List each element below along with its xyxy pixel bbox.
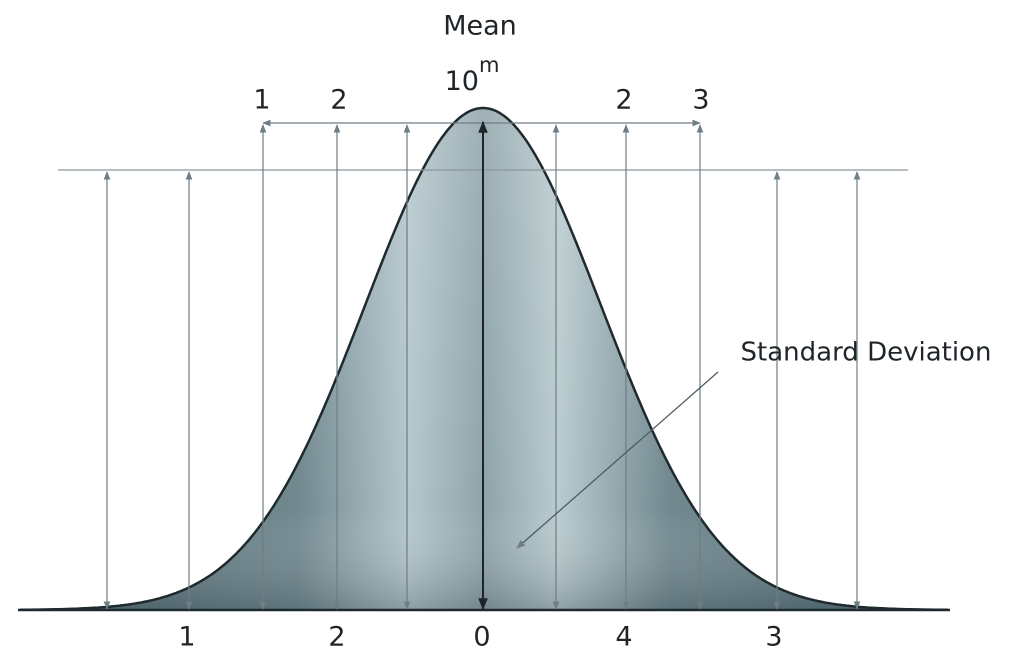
- mean-value: 10m: [445, 53, 500, 97]
- mean-title: Mean: [443, 11, 517, 42]
- bottom-label: 1: [178, 622, 195, 653]
- mean-exponent: m: [479, 53, 499, 77]
- bottom-label: 2: [328, 622, 345, 653]
- top-label: 3: [692, 85, 709, 116]
- bottom-label: 0: [473, 622, 490, 653]
- top-label: 2: [615, 85, 632, 116]
- curve-outline: [20, 106, 948, 612]
- guide-lines: [58, 119, 908, 611]
- bottom-label: 4: [615, 622, 632, 653]
- annotation-pointer: [516, 371, 719, 549]
- bottom-label: 3: [765, 622, 782, 653]
- mean-base: 10: [445, 66, 479, 97]
- top-label: 2: [330, 85, 347, 116]
- annotation: Standard Deviation: [741, 338, 992, 368]
- top-label: 1: [253, 85, 270, 116]
